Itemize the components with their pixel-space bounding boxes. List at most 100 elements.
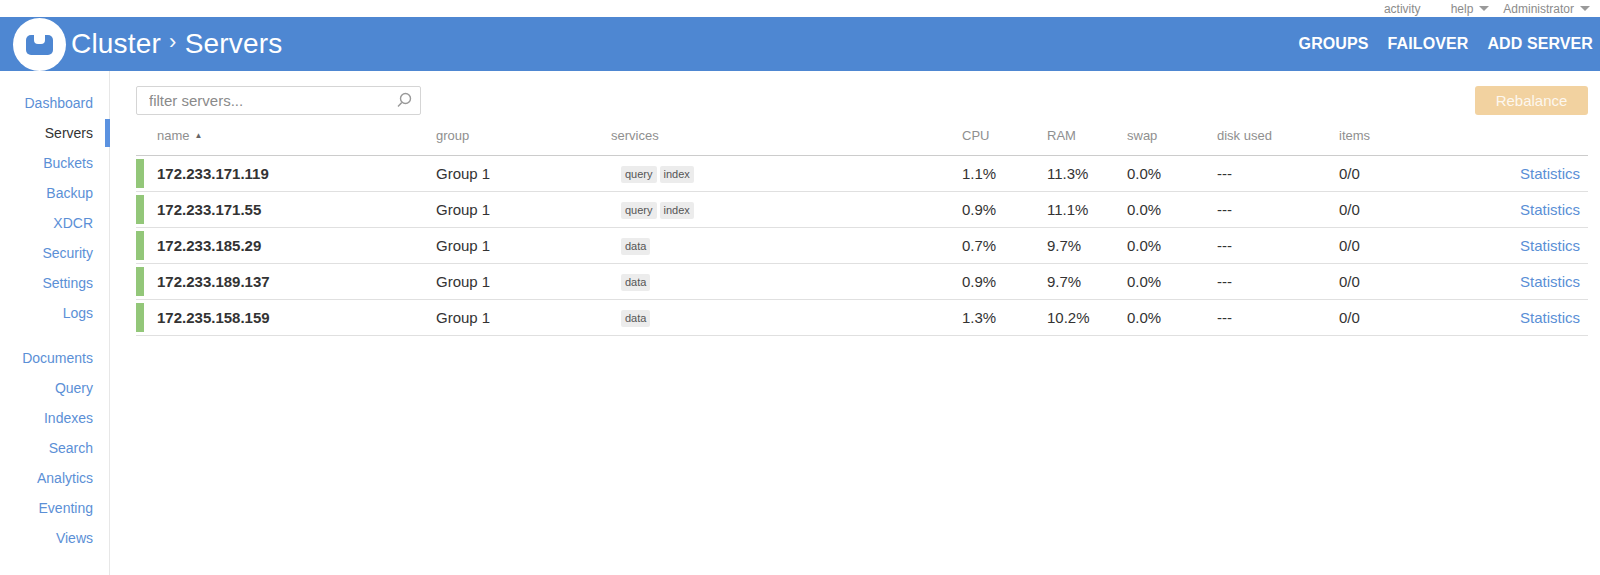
server-name: 172.233.185.29	[157, 237, 436, 254]
search-icon	[395, 92, 412, 109]
server-cpu: 1.3%	[962, 309, 1047, 326]
server-swap: 0.0%	[1127, 201, 1217, 218]
server-group: Group 1	[436, 273, 611, 290]
server-items: 0/0	[1339, 273, 1520, 290]
server-items: 0/0	[1339, 309, 1520, 326]
server-swap: 0.0%	[1127, 309, 1217, 326]
statistics-link[interactable]: Statistics	[1520, 165, 1580, 182]
service-badge: query	[621, 166, 657, 182]
server-disk: ---	[1217, 237, 1339, 254]
server-cpu: 0.9%	[962, 201, 1047, 218]
server-swap: 0.0%	[1127, 237, 1217, 254]
server-items: 0/0	[1339, 201, 1520, 218]
column-ram[interactable]: RAM	[1047, 128, 1127, 143]
sidebar-item-eventing[interactable]: Eventing	[0, 493, 109, 523]
groups-button[interactable]: GROUPS	[1299, 35, 1369, 53]
column-items[interactable]: items	[1339, 128, 1580, 143]
server-swap: 0.0%	[1127, 273, 1217, 290]
filter-field	[136, 86, 421, 115]
sidebar-item-dashboard[interactable]: Dashboard	[0, 88, 109, 118]
server-items: 0/0	[1339, 165, 1520, 182]
sidebar-nav: Dashboard Servers Buckets Backup XDCR Se…	[0, 71, 110, 575]
app-header: Cluster › Servers GROUPS FAILOVER ADD SE…	[0, 17, 1600, 71]
server-status-bar	[136, 267, 144, 296]
server-services: data	[611, 308, 962, 326]
add-server-button[interactable]: ADD SERVER	[1487, 35, 1593, 53]
server-group: Group 1	[436, 309, 611, 326]
server-row: 172.233.171.119 Group 1 queryindex 1.1% …	[136, 156, 1588, 192]
breadcrumb-separator: ›	[169, 29, 177, 55]
sidebar-item-search[interactable]: Search	[0, 433, 109, 463]
breadcrumb-cluster: Cluster	[71, 28, 161, 60]
server-ram: 9.7%	[1047, 273, 1127, 290]
statistics-link[interactable]: Statistics	[1520, 273, 1580, 290]
service-badge: query	[621, 202, 657, 218]
server-cpu: 0.7%	[962, 237, 1047, 254]
sidebar-item-logs[interactable]: Logs	[0, 298, 109, 328]
servers-table: name▲ group services CPU RAM swap disk u…	[136, 115, 1588, 336]
activity-link[interactable]: activity	[1384, 2, 1421, 16]
server-row: 172.235.158.159 Group 1 data 1.3% 10.2% …	[136, 300, 1588, 336]
server-swap: 0.0%	[1127, 165, 1217, 182]
server-status-bar	[136, 231, 144, 260]
service-badge: index	[660, 202, 694, 218]
server-disk: ---	[1217, 309, 1339, 326]
activity-label: activity	[1384, 2, 1421, 16]
servers-toolbar: Rebalance	[136, 86, 1588, 115]
rebalance-button[interactable]: Rebalance	[1475, 86, 1588, 115]
sidebar-item-buckets[interactable]: Buckets	[0, 148, 109, 178]
column-services[interactable]: services	[611, 128, 962, 143]
page-title: Cluster › Servers	[71, 28, 283, 60]
service-badge: index	[660, 166, 694, 182]
sort-asc-icon: ▲	[195, 131, 203, 140]
failover-button[interactable]: FAILOVER	[1388, 35, 1469, 53]
server-name: 172.235.158.159	[157, 309, 436, 326]
user-menu[interactable]: Administrator	[1503, 2, 1590, 16]
column-group[interactable]: group	[436, 128, 611, 143]
server-disk: ---	[1217, 165, 1339, 182]
couchbase-logo-icon	[13, 18, 66, 71]
statistics-link[interactable]: Statistics	[1520, 201, 1580, 218]
server-group: Group 1	[436, 201, 611, 218]
server-name: 172.233.189.137	[157, 273, 436, 290]
server-status-bar	[136, 303, 144, 332]
server-services: data	[611, 272, 962, 290]
server-services: data	[611, 236, 962, 254]
server-status-bar	[136, 195, 144, 224]
filter-servers-input[interactable]	[136, 86, 421, 115]
server-disk: ---	[1217, 201, 1339, 218]
sidebar-item-query[interactable]: Query	[0, 373, 109, 403]
service-badge: data	[621, 310, 650, 326]
help-label: help	[1451, 2, 1474, 16]
help-menu[interactable]: help	[1451, 2, 1490, 16]
server-services: queryindex	[611, 200, 962, 218]
server-status-bar	[136, 159, 144, 188]
sidebar-item-servers[interactable]: Servers	[0, 118, 109, 148]
server-name: 172.233.171.119	[157, 165, 436, 182]
sidebar-item-indexes[interactable]: Indexes	[0, 403, 109, 433]
sidebar-item-xdcr[interactable]: XDCR	[0, 208, 109, 238]
column-disk-used[interactable]: disk used	[1217, 128, 1339, 143]
column-cpu[interactable]: CPU	[962, 128, 1047, 143]
top-utility-bar: activity help Administrator	[0, 0, 1600, 17]
sidebar-item-security[interactable]: Security	[0, 238, 109, 268]
server-cpu: 1.1%	[962, 165, 1047, 182]
server-group: Group 1	[436, 165, 611, 182]
statistics-link[interactable]: Statistics	[1520, 309, 1580, 326]
server-row: 172.233.185.29 Group 1 data 0.7% 9.7% 0.…	[136, 228, 1588, 264]
statistics-link[interactable]: Statistics	[1520, 237, 1580, 254]
server-items: 0/0	[1339, 237, 1520, 254]
service-badge: data	[621, 274, 650, 290]
server-group: Group 1	[436, 237, 611, 254]
sidebar-item-views[interactable]: Views	[0, 523, 109, 553]
sidebar-item-analytics[interactable]: Analytics	[0, 463, 109, 493]
sidebar-item-backup[interactable]: Backup	[0, 178, 109, 208]
table-header: name▲ group services CPU RAM swap disk u…	[136, 115, 1588, 156]
server-row: 172.233.171.55 Group 1 queryindex 0.9% 1…	[136, 192, 1588, 228]
server-ram: 10.2%	[1047, 309, 1127, 326]
column-name[interactable]: name▲	[157, 128, 436, 143]
sidebar-item-documents[interactable]: Documents	[0, 343, 109, 373]
sidebar-item-settings[interactable]: Settings	[0, 268, 109, 298]
caret-down-icon	[1580, 6, 1590, 11]
column-swap[interactable]: swap	[1127, 128, 1217, 143]
